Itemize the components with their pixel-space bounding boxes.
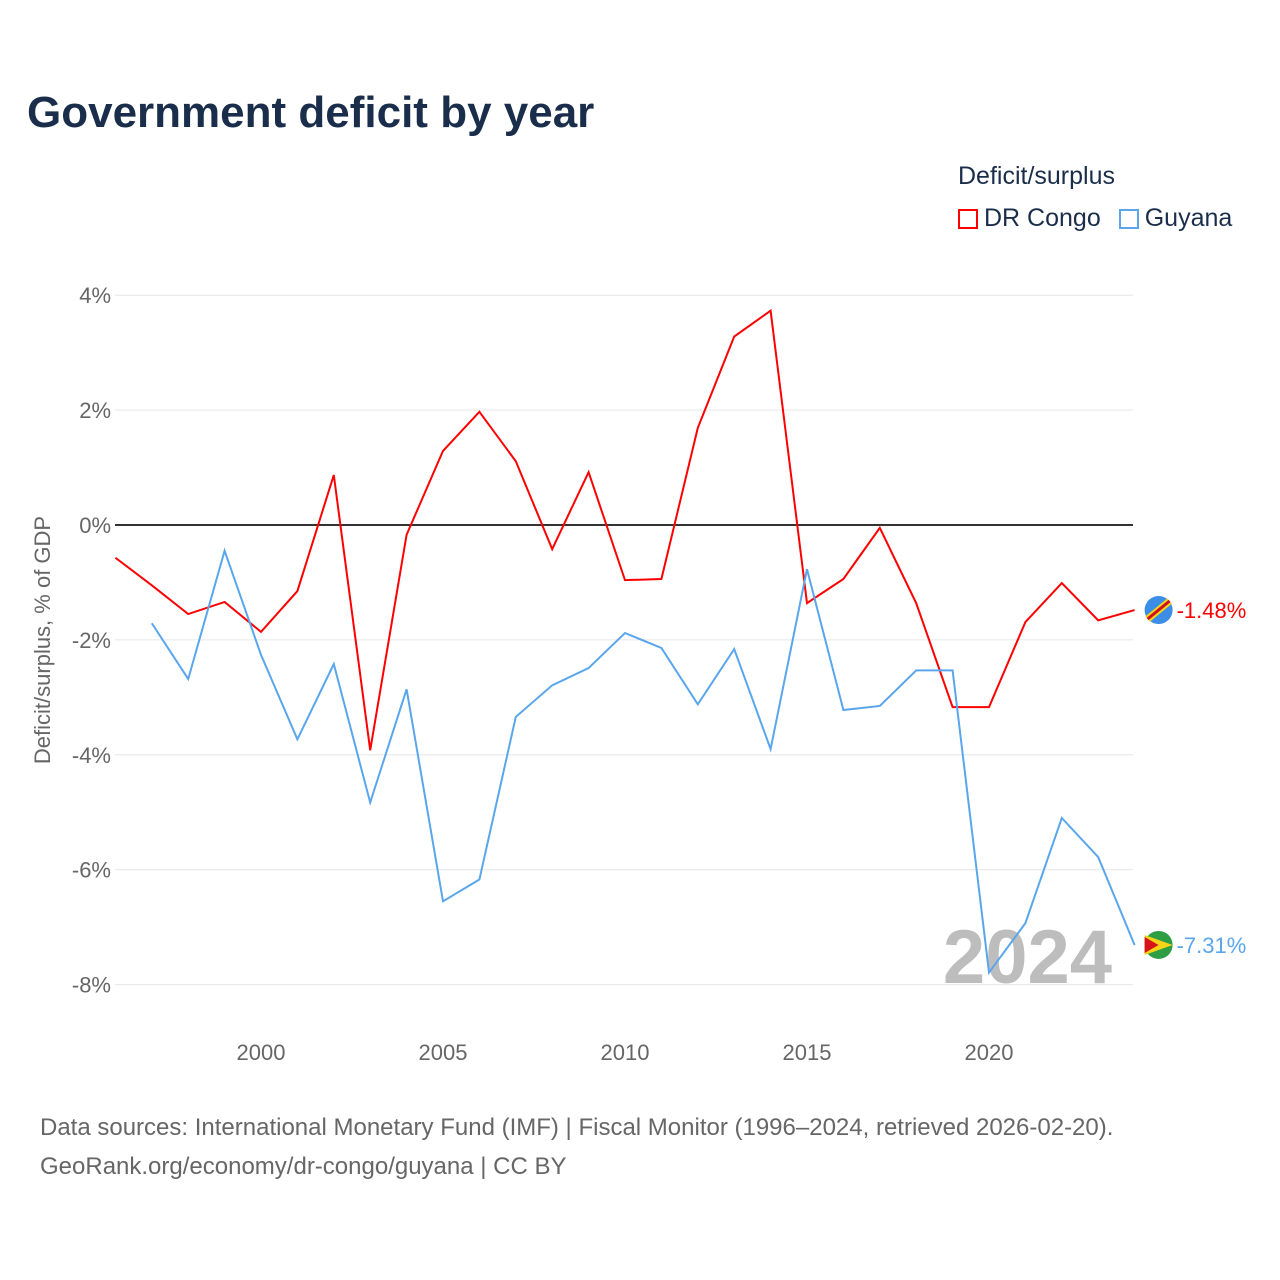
flag-icon-detail: [1144, 936, 1159, 953]
source-note: Data sources: International Monetary Fun…: [40, 1108, 1113, 1186]
legend-title: Deficit/surplus: [958, 162, 1115, 190]
x-tick-label: 2010: [601, 1040, 650, 1065]
series-line-guyana: [150, 547, 1136, 976]
end-value-label: -7.31%: [1177, 933, 1247, 958]
legend: DR Congo Guyana: [958, 204, 1232, 233]
y-tick-label: -6%: [72, 858, 111, 883]
flag-icon-detail: [1146, 599, 1171, 621]
legend-swatch: [958, 208, 978, 229]
y-tick-label: -4%: [72, 743, 111, 768]
legend-item-dr-congo[interactable]: DR Congo: [958, 204, 1101, 233]
x-tick-label: 2015: [783, 1040, 832, 1065]
end-value-label: -1.48%: [1177, 598, 1247, 623]
chart-title: Government deficit by year: [27, 88, 595, 137]
x-tick-label: 2020: [965, 1040, 1014, 1065]
year-watermark: 2024: [943, 915, 1112, 1000]
legend-swatch: [1118, 208, 1139, 229]
legend-item-guyana[interactable]: Guyana: [1118, 204, 1233, 233]
legend-label: Guyana: [1144, 204, 1233, 232]
y-tick-label: 4%: [79, 283, 111, 308]
y-tick-label: -8%: [72, 973, 111, 998]
legend-label: DR Congo: [984, 204, 1101, 232]
y-tick-label: 2%: [79, 398, 111, 423]
y-tick-label: 0%: [79, 513, 111, 538]
x-tick-label: 2005: [419, 1040, 468, 1065]
source-line-2[interactable]: GeoRank.org/economy/dr-congo/guyana | CC…: [40, 1153, 567, 1180]
y-axis-label: Deficit/surplus, % of GDP: [30, 516, 55, 764]
series-line-dr-congo: [114, 308, 1135, 751]
y-tick-label: -2%: [72, 628, 111, 653]
x-tick-label: 2000: [237, 1040, 286, 1065]
source-line-1: Data sources: International Monetary Fun…: [40, 1114, 1114, 1141]
